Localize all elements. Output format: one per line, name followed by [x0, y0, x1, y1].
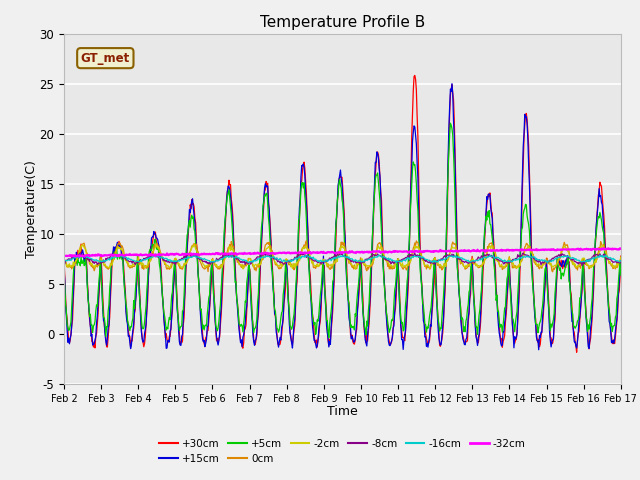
+15cm [214, 339, 221, 345]
-16cm [60, 258, 68, 264]
-8cm [127, 258, 135, 264]
Line: -2cm: -2cm [64, 244, 621, 269]
-2cm [127, 264, 135, 269]
-2cm [412, 245, 419, 251]
-8cm [410, 252, 418, 258]
+30cm [410, 74, 418, 80]
0cm [617, 257, 625, 263]
-8cm [184, 252, 192, 258]
-32cm [411, 249, 419, 254]
+15cm [617, 261, 625, 267]
-32cm [599, 245, 607, 251]
0cm [184, 254, 192, 260]
Line: +30cm: +30cm [64, 75, 621, 352]
-8cm [578, 263, 586, 268]
0cm [70, 262, 78, 268]
+5cm [127, 324, 135, 330]
-32cm [214, 251, 222, 257]
+30cm [70, 280, 78, 286]
+15cm [60, 267, 68, 273]
Line: +15cm: +15cm [64, 84, 621, 350]
+5cm [325, 335, 333, 340]
0cm [411, 240, 419, 246]
+15cm [448, 81, 456, 86]
+5cm [617, 272, 625, 278]
-16cm [214, 258, 221, 264]
Line: -16cm: -16cm [64, 255, 621, 263]
-32cm [428, 249, 435, 255]
+15cm [410, 123, 418, 129]
-2cm [60, 258, 68, 264]
+15cm [184, 229, 192, 235]
Line: -32cm: -32cm [64, 248, 621, 257]
X-axis label: Time: Time [327, 405, 358, 418]
+30cm [617, 253, 625, 259]
-16cm [543, 260, 551, 266]
-32cm [70, 253, 78, 259]
0cm [127, 264, 135, 269]
-8cm [60, 257, 68, 263]
+15cm [426, 322, 434, 328]
-32cm [617, 246, 625, 252]
+5cm [447, 120, 454, 126]
-2cm [190, 241, 198, 247]
+5cm [60, 271, 68, 276]
Text: GT_met: GT_met [81, 52, 130, 65]
-16cm [410, 253, 418, 259]
-32cm [72, 254, 79, 260]
-16cm [426, 258, 434, 264]
+30cm [60, 257, 68, 263]
+30cm [184, 236, 192, 241]
-2cm [70, 263, 78, 268]
-32cm [60, 253, 68, 259]
-16cm [70, 255, 78, 261]
Title: Temperature Profile B: Temperature Profile B [260, 15, 425, 30]
+5cm [411, 162, 419, 168]
+30cm [411, 72, 419, 78]
-8cm [426, 260, 434, 266]
+30cm [214, 336, 221, 341]
-8cm [70, 254, 78, 260]
0cm [214, 265, 221, 271]
-16cm [127, 256, 135, 262]
0cm [428, 263, 435, 268]
-8cm [617, 258, 625, 264]
-2cm [214, 264, 222, 270]
+15cm [535, 347, 543, 353]
0cm [60, 255, 68, 261]
Line: 0cm: 0cm [64, 241, 621, 272]
-2cm [428, 262, 436, 268]
+30cm [428, 323, 435, 328]
+5cm [428, 304, 435, 310]
-16cm [617, 258, 625, 264]
+30cm [127, 338, 135, 344]
Legend: +30cm, +15cm, +5cm, 0cm, -2cm, -8cm, -16cm, -32cm: +30cm, +15cm, +5cm, 0cm, -2cm, -8cm, -16… [155, 435, 530, 468]
-2cm [351, 266, 359, 272]
-8cm [520, 250, 527, 256]
0cm [303, 238, 310, 244]
+5cm [70, 262, 78, 267]
+30cm [573, 349, 580, 355]
-16cm [184, 254, 192, 260]
-2cm [184, 257, 192, 263]
-32cm [128, 252, 136, 258]
-16cm [596, 252, 604, 258]
+15cm [70, 274, 78, 280]
+5cm [214, 328, 221, 334]
Line: +5cm: +5cm [64, 123, 621, 337]
Y-axis label: Temperature(C): Temperature(C) [25, 160, 38, 258]
+15cm [127, 342, 135, 348]
0cm [549, 269, 557, 275]
Line: -8cm: -8cm [64, 253, 621, 265]
-8cm [214, 258, 221, 264]
+5cm [184, 230, 192, 236]
-2cm [617, 254, 625, 260]
-32cm [185, 251, 193, 257]
